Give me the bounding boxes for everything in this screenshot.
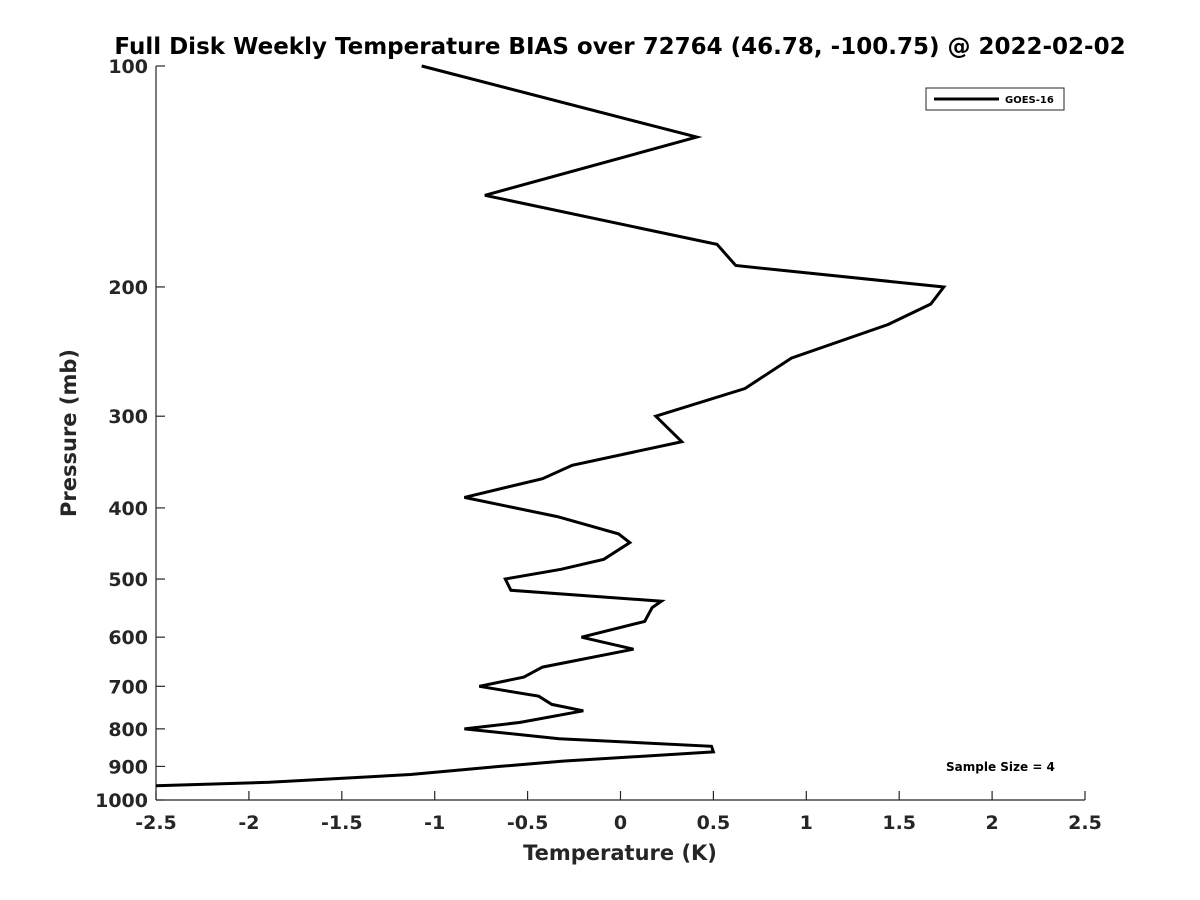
y-tick-label: 900 — [108, 756, 148, 778]
x-tick-label: -1 — [424, 812, 445, 834]
x-tick-label: 0.5 — [697, 812, 731, 834]
y-axis-label: Pressure (mb) — [57, 349, 81, 517]
y-tick-label: 200 — [108, 277, 148, 299]
x-tick-label: -2 — [238, 812, 259, 834]
series-line-goes-16 — [155, 64, 947, 788]
y-tick-label: 800 — [108, 719, 148, 741]
sample-size-annotation: Sample Size = 4 — [946, 760, 1055, 774]
x-ticks: -2.5 -2 -1.5 -1 -0.5 0 0.5 1 1.5 2 2.5 — [135, 791, 1102, 834]
y-tick-label: 400 — [108, 498, 148, 520]
y-tick-label: 600 — [108, 627, 148, 649]
x-tick-label: -0.5 — [507, 812, 549, 834]
x-axis-label: Temperature (K) — [523, 841, 717, 865]
series-group — [155, 64, 947, 788]
x-tick-label: 2.5 — [1068, 812, 1102, 834]
x-tick-label: 1.5 — [882, 812, 916, 834]
legend: GOES-16 — [925, 87, 1065, 111]
x-tick-label: -1.5 — [321, 812, 363, 834]
x-tick-label: 2 — [985, 812, 998, 834]
legend-label-goes-16: GOES-16 — [1005, 95, 1054, 106]
chart-title: Full Disk Weekly Temperature BIAS over 7… — [114, 34, 1125, 60]
y-tick-label: 300 — [108, 406, 148, 428]
x-tick-label: 1 — [800, 812, 813, 834]
y-ticks: 100 200 300 400 500 600 700 800 900 1000 — [95, 56, 165, 812]
x-tick-label: 0 — [614, 812, 627, 834]
y-tick-label: 500 — [108, 569, 148, 591]
y-tick-label: 1000 — [95, 790, 148, 812]
x-tick-label: -2.5 — [135, 812, 177, 834]
y-tick-label: 100 — [108, 56, 148, 78]
y-tick-label: 700 — [108, 676, 148, 698]
plot-axes — [155, 66, 1085, 801]
